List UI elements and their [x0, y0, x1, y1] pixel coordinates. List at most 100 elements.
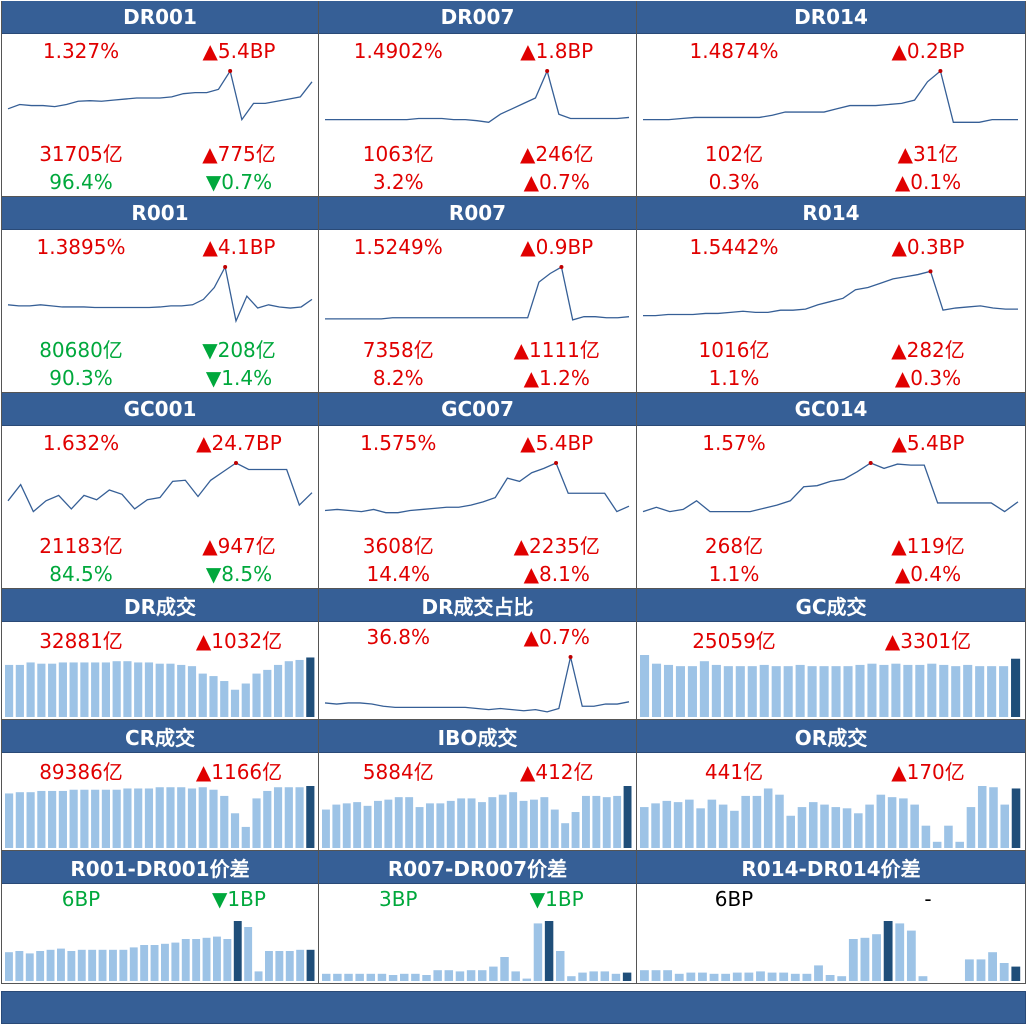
- R007-DR007价差-bar: [500, 957, 509, 981]
- R001-DR001价差-bar: [98, 949, 107, 981]
- R001-DR001价差-bar: [306, 949, 315, 981]
- OR成交-bar: [763, 788, 773, 848]
- R001-DR001价差-bar: [129, 947, 138, 981]
- CR成交-bar: [220, 795, 229, 848]
- GC成交-bar: [975, 666, 985, 717]
- R007-DR007价差-bar: [400, 973, 409, 981]
- panel-title: GC001: [2, 393, 318, 426]
- OR成交-bar: [910, 804, 919, 848]
- GC成交-bar: [879, 664, 889, 717]
- R014-DR014价差-bar: [906, 930, 916, 981]
- R001-DR001价差-bar: [67, 951, 76, 981]
- rate-value: 1.327%: [42, 39, 120, 63]
- R007-DR007价差-bar: [522, 978, 532, 981]
- R014-DR014价差-bar: [732, 972, 742, 981]
- panel-title: R007: [319, 197, 636, 230]
- R007-DR007价差-bar: [511, 971, 520, 981]
- primary-value: 89386亿: [39, 760, 123, 784]
- share-value: 3.2%: [372, 170, 424, 194]
- R007-DR007价差-bar: [355, 973, 364, 981]
- DR成交-bar: [230, 689, 240, 717]
- R001-DR001价差-bar: [285, 951, 294, 981]
- sparkline-chart: [7, 265, 313, 324]
- R001-DR001价差-bar: [77, 949, 86, 981]
- share-value: 14.4%: [366, 562, 431, 586]
- GC成交-bar: [723, 666, 733, 717]
- GC001-line: [7, 462, 313, 513]
- R001-DR001价差-bar: [15, 951, 24, 981]
- primary-value: 6BP: [714, 887, 754, 911]
- DR007-peak-point: [545, 69, 550, 73]
- panel-title: GC014: [637, 393, 1025, 426]
- CR成交-bar: [284, 787, 293, 848]
- R007-DR007价差-bar: [478, 970, 487, 981]
- R007-DR007价差-bar: [578, 972, 587, 981]
- IBO成交-bar: [623, 786, 632, 848]
- GC成交-bar: [687, 666, 697, 717]
- OR成交-bar: [673, 802, 683, 848]
- GC成交-bar: [843, 666, 853, 717]
- GC成交-bar: [951, 666, 961, 717]
- IBO成交-bar: [446, 800, 455, 848]
- panel-title: DR014: [637, 1, 1025, 34]
- volume-value: 268亿: [704, 534, 764, 558]
- GC成交-bar: [819, 666, 829, 717]
- GC成交-bar: [747, 666, 757, 717]
- CR成交-bar: [306, 786, 315, 848]
- rate-value: 1.575%: [360, 431, 437, 455]
- R001-DR001价差-bar: [213, 936, 221, 981]
- sparkline-chart: [7, 69, 313, 122]
- CR成交-bar: [69, 789, 78, 848]
- GC成交-bar: [759, 664, 769, 717]
- DR成交-bar: [252, 673, 261, 717]
- DR成交-bar: [198, 673, 207, 717]
- R014-DR014价差-bar: [686, 972, 696, 981]
- DR成交-bar: [209, 676, 218, 717]
- R001-peak-point: [223, 265, 228, 269]
- R014-peak-point: [928, 269, 933, 274]
- R014-DR014价差-bar: [651, 970, 661, 981]
- rate-change: ▲0.3BP: [891, 235, 965, 259]
- OR成交-bar: [662, 800, 672, 848]
- share-value: 96.4%: [49, 170, 113, 194]
- bar-chart: [5, 657, 315, 717]
- panel-GC007: GC007 1.575% ▲5.4BP 3608亿 ▲2235亿 14.4% ▲8.1%: [319, 393, 637, 589]
- change-value: ▼1BP: [529, 887, 584, 911]
- IBO成交-bar: [571, 812, 580, 848]
- R007-DR007价差-bar: [411, 973, 420, 981]
- change-value: ▲1032亿: [195, 629, 283, 653]
- DR014-peak-point: [938, 69, 943, 73]
- GC007-line: [324, 462, 630, 514]
- panel-R014-DR014价差: R014-DR014价差 6BP -: [637, 851, 1026, 984]
- R014-DR014价差-bar: [918, 976, 928, 981]
- panel-R007-DR007价差: R007-DR007价差 3BP ▼1BP: [319, 851, 637, 984]
- panel-R007: R007 1.5249% ▲0.9BP 7358亿 ▲1111亿 8.2% ▲1.2%: [319, 197, 637, 393]
- panel-CR成交: CR成交 89386亿 ▲1166亿: [1, 720, 319, 851]
- GC成交-bar: [867, 663, 877, 717]
- OR成交-bar: [831, 807, 841, 848]
- dashboard-grid: DR001 1.327% ▲5.4BP 31705亿 ▲775亿 96.4% ▼0.7% DR…: [1, 1, 1026, 984]
- DR成交占比-peak-point: [568, 655, 573, 659]
- CR成交-bar: [187, 788, 197, 848]
- panel-DR007: DR007 1.4902% ▲1.8BP 1063亿 ▲246亿 3.2% ▲0.7%: [319, 1, 637, 197]
- share-value: 90.3%: [49, 366, 113, 390]
- DR成交-bar: [295, 659, 304, 717]
- change-value: ▲3301亿: [884, 629, 972, 653]
- OR成交-bar: [989, 787, 998, 848]
- IBO成交-bar: [426, 803, 434, 848]
- primary-value: 3BP: [378, 887, 418, 911]
- share-value: 0.3%: [708, 170, 760, 194]
- share-change: ▲8.1%: [523, 562, 590, 586]
- DR成交-bar: [166, 663, 175, 717]
- R007-DR007价差-bar: [567, 976, 576, 981]
- IBO成交-bar: [436, 803, 445, 848]
- sparkline-chart: [642, 461, 1019, 513]
- DR成交-bar: [37, 663, 46, 717]
- R007-DR007价差-bar: [322, 973, 331, 981]
- GC成交-bar: [927, 663, 937, 717]
- primary-value: 6BP: [61, 887, 101, 911]
- CR成交-bar: [209, 789, 218, 848]
- IBO成交-bar: [592, 795, 601, 848]
- IBO成交-bar: [405, 797, 414, 848]
- R007-DR007价差-bar: [377, 973, 387, 981]
